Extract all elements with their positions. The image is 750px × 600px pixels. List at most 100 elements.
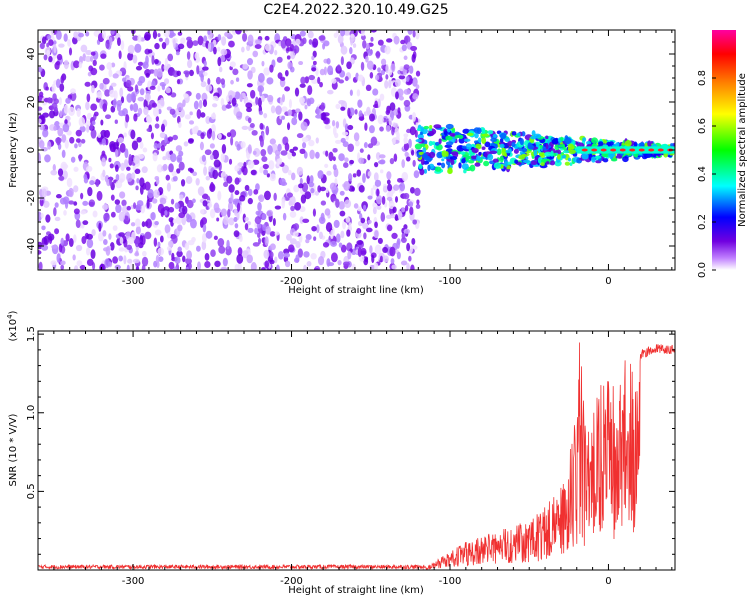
- signal-cell: [549, 160, 556, 166]
- noise-cell: [76, 260, 83, 267]
- noise-cell: [166, 182, 171, 192]
- noise-cell: [119, 87, 124, 98]
- noise-cell: [172, 38, 176, 49]
- noise-cell: [144, 231, 152, 240]
- noise-cell: [196, 245, 201, 252]
- noise-cell: [327, 89, 334, 95]
- noise-cell: [296, 166, 304, 176]
- noise-cell: [305, 238, 310, 244]
- noise-cell: [374, 221, 378, 229]
- noise-cell: [73, 166, 79, 172]
- noise-cell: [353, 132, 360, 142]
- noise-cell: [99, 64, 105, 71]
- noise-cell: [294, 87, 300, 97]
- noise-cell: [117, 137, 125, 143]
- noise-cell: [202, 200, 208, 207]
- noise-cell: [97, 133, 102, 138]
- snr-x-ticks: -300 -200 -100 0: [53, 331, 673, 587]
- noise-cell: [164, 37, 170, 46]
- noise-cell: [135, 266, 140, 270]
- noise-cell: [56, 53, 63, 61]
- signal-cell: [499, 155, 504, 163]
- noise-cell: [377, 98, 381, 108]
- noise-cell: [369, 245, 373, 254]
- noise-cell: [403, 88, 411, 95]
- noise-cell: [55, 30, 62, 41]
- noise-cell: [293, 257, 300, 263]
- noise-cell: [58, 97, 62, 106]
- noise-cell: [55, 194, 62, 199]
- noise-cell: [408, 255, 412, 262]
- noise-cell: [392, 137, 396, 145]
- noise-cell: [195, 177, 200, 186]
- signal-cell: [489, 150, 498, 155]
- noise-cell: [382, 246, 388, 254]
- signal-cell: [475, 143, 482, 150]
- noise-cell: [44, 154, 51, 163]
- noise-cell: [103, 212, 110, 222]
- noise-cell: [109, 163, 114, 169]
- noise-cell: [200, 112, 206, 118]
- noise-cell: [367, 219, 372, 224]
- noise-cell: [53, 43, 57, 54]
- noise-cell: [213, 235, 218, 241]
- noise-cell: [286, 55, 291, 60]
- noise-cell: [136, 136, 142, 143]
- signal-cell: [530, 160, 538, 166]
- noise-cell: [68, 200, 75, 205]
- noise-cell: [262, 163, 269, 170]
- noise-cell: [164, 57, 168, 67]
- noise-cell: [85, 247, 91, 256]
- noise-cell: [234, 177, 240, 185]
- signal-cell: [423, 168, 428, 174]
- noise-cell: [118, 255, 123, 262]
- noise-cell: [309, 175, 314, 184]
- noise-cell: [224, 31, 231, 38]
- noise-cell: [309, 149, 315, 160]
- noise-cell: [176, 102, 184, 112]
- noise-cell: [376, 204, 382, 210]
- noise-cell: [237, 247, 243, 256]
- noise-cell: [310, 253, 317, 260]
- noise-cell: [177, 43, 185, 50]
- noise-cell: [102, 103, 107, 112]
- noise-cell: [55, 78, 61, 89]
- noise-cell: [252, 150, 257, 155]
- noise-cell: [134, 43, 142, 53]
- signal-cell: [467, 159, 475, 164]
- noise-cell: [101, 138, 106, 146]
- noise-cell: [369, 72, 374, 79]
- signal-cell: [481, 137, 487, 145]
- noise-cell: [176, 79, 181, 85]
- noise-cell: [184, 114, 191, 120]
- noise-cell: [284, 260, 291, 268]
- noise-cell: [395, 91, 399, 100]
- signal-cell: [516, 132, 521, 137]
- snr-series-line: [38, 342, 675, 570]
- noise-cell: [359, 255, 365, 262]
- noise-cell: [345, 216, 351, 223]
- noise-cell: [262, 224, 267, 232]
- noise-cell: [382, 255, 389, 263]
- noise-cell: [320, 212, 325, 222]
- noise-cell: [252, 242, 260, 247]
- noise-cell: [340, 106, 346, 111]
- noise-cell: [365, 43, 370, 50]
- noise-cell: [155, 254, 160, 264]
- noise-cell: [215, 76, 221, 85]
- noise-cell: [359, 148, 364, 153]
- noise-cell: [146, 198, 150, 209]
- noise-cell: [159, 197, 167, 205]
- signal-cell: [610, 158, 618, 162]
- noise-cell: [388, 79, 392, 89]
- noise-cell: [58, 43, 65, 48]
- noise-cell: [291, 151, 297, 157]
- noise-cell: [292, 146, 299, 151]
- noise-cell: [89, 123, 93, 131]
- noise-cell: [255, 183, 260, 191]
- noise-cell: [263, 249, 270, 259]
- noise-cell: [255, 210, 260, 216]
- noise-cell: [372, 88, 379, 96]
- noise-cell: [377, 67, 381, 73]
- noise-cell: [54, 202, 59, 208]
